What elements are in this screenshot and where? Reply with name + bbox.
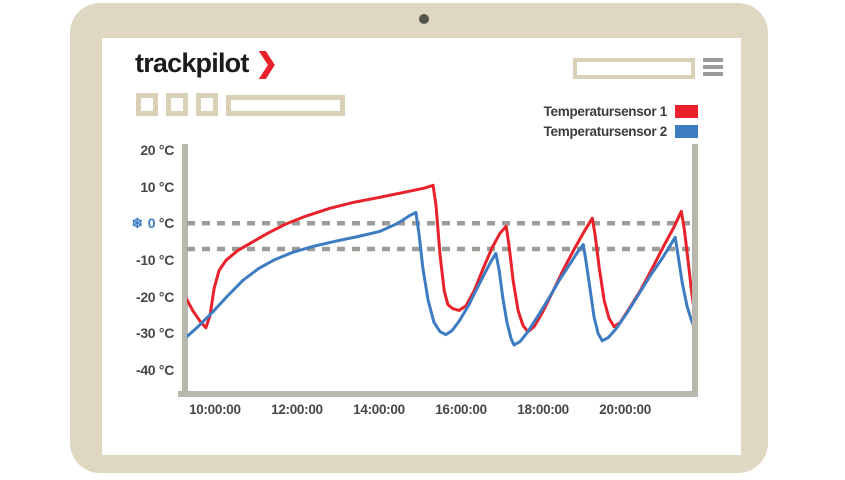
sensor2-color-swatch: [675, 124, 698, 138]
right-axis: [692, 144, 698, 397]
y-axis-tick: -20 °C: [135, 288, 174, 305]
tablet-frame: trackpilot ❯ Temperatursensor 1 Temperatu…: [70, 3, 768, 473]
legend-label: Temperatursensor 1: [543, 103, 668, 119]
sensor1-color-swatch: [675, 104, 698, 118]
toolbar: [136, 93, 218, 116]
legend-item: Temperatursensor 2: [544, 121, 698, 141]
x-axis-tick: 14:00:00: [353, 402, 405, 417]
chart-legend: Temperatursensor 1 Temperatursensor 2: [544, 101, 698, 141]
y-axis-tick: 10 °C: [140, 178, 174, 195]
x-axis-tick: 10:00:00: [189, 402, 241, 417]
x-axis: [178, 391, 698, 397]
screen: trackpilot ❯ Temperatursensor 1 Temperatu…: [102, 38, 741, 455]
y-axis-tick: -40 °C: [135, 361, 174, 378]
camera-icon: [419, 14, 429, 24]
toolbar-button-3[interactable]: [196, 93, 218, 116]
y-axis: [182, 144, 188, 397]
x-axis-tick: 16:00:00: [435, 402, 487, 417]
x-axis-tick: 18:00:00: [517, 402, 569, 417]
plot-svg: [187, 183, 692, 347]
toolbar-button-2[interactable]: [166, 93, 188, 116]
snowflake-icon: ❄: [131, 215, 143, 232]
legend-label: Temperatursensor 2: [543, 123, 668, 139]
hamburger-menu-icon[interactable]: [703, 58, 723, 79]
legend-item: Temperatursensor 1: [544, 101, 698, 121]
x-axis-tick: 12:00:00: [271, 402, 323, 417]
x-axis-tick: 20:00:00: [599, 402, 651, 417]
plot-area: [187, 145, 692, 391]
search-field[interactable]: [573, 58, 695, 79]
app-logo: trackpilot ❯: [135, 48, 279, 79]
toolbar-field[interactable]: [226, 95, 345, 116]
chevron-right-icon: ❯: [255, 48, 279, 78]
logo-text: trackpilot: [135, 48, 249, 78]
toolbar-button-1[interactable]: [136, 93, 158, 116]
y-axis-tick: 20 °C: [140, 142, 174, 159]
y-axis-tick: -10 °C: [135, 251, 174, 268]
y-axis-tick-freezing: ❄ 0 °C: [131, 215, 174, 232]
y-axis-tick: -30 °C: [135, 325, 174, 342]
